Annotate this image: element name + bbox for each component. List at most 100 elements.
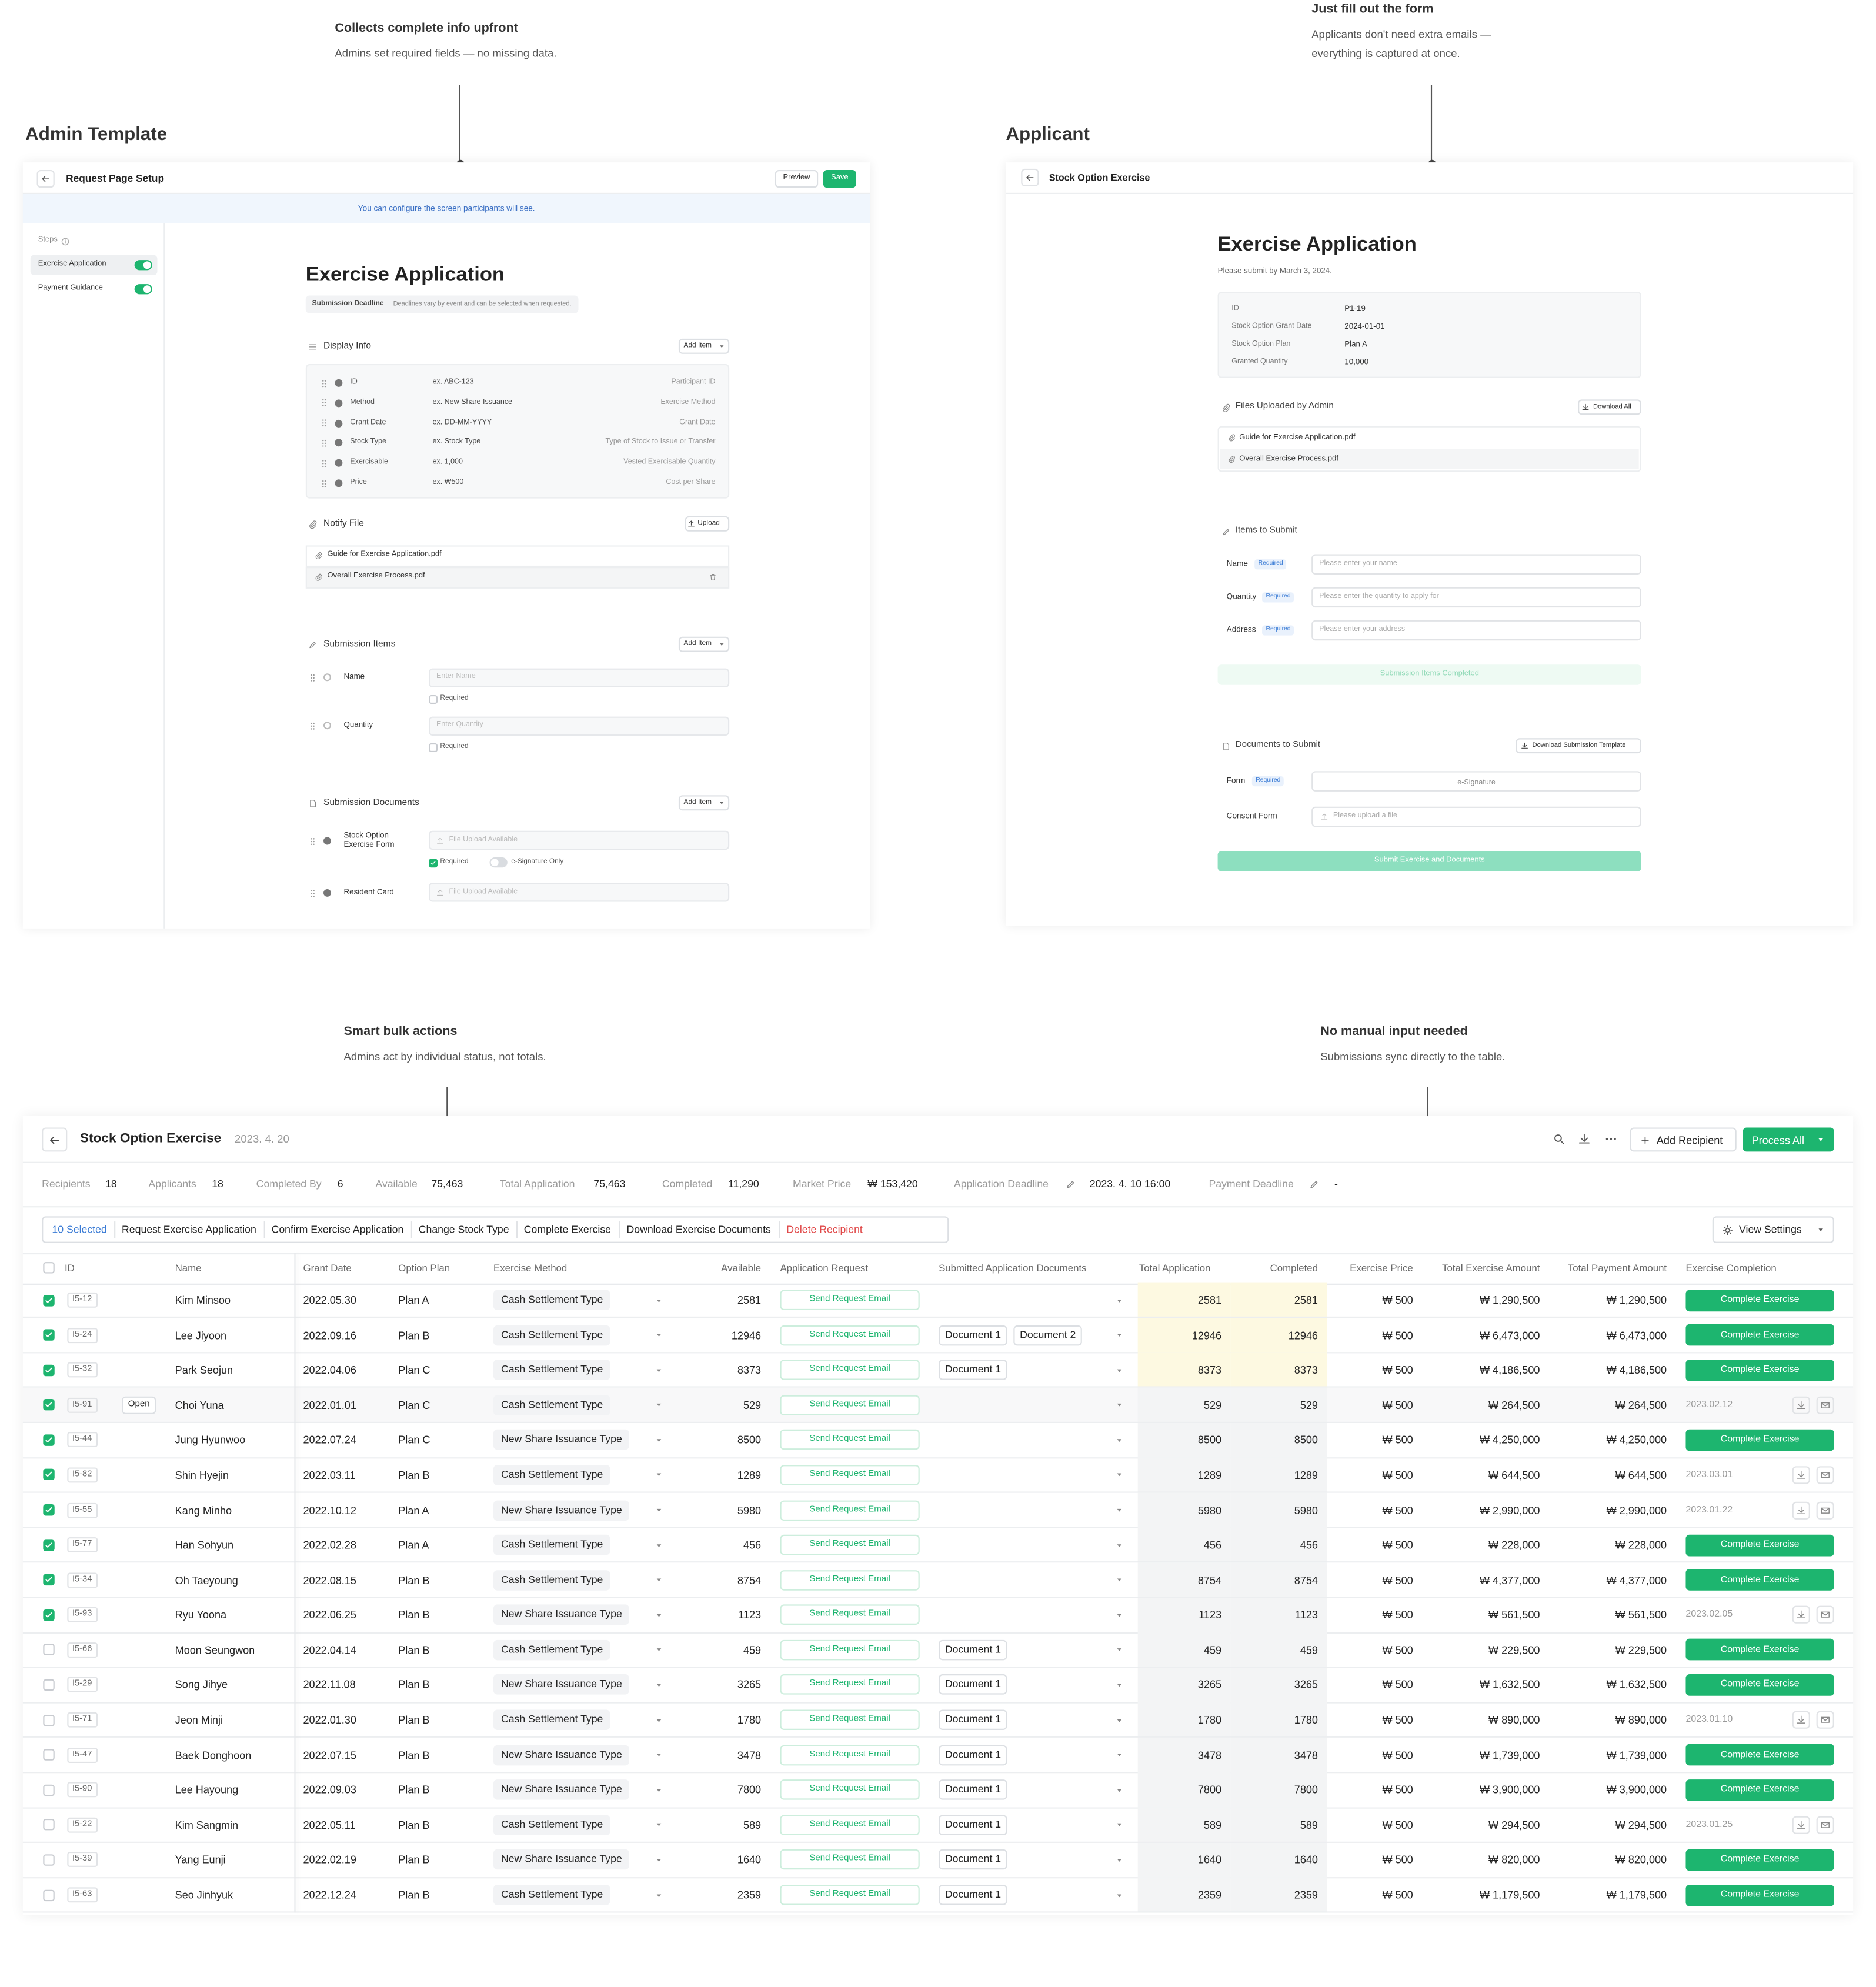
method-select[interactable] [493,1360,610,1381]
document-chip-label[interactable]: Document 1 [944,1854,1002,1865]
document-chip-label[interactable]: Document 1 [944,1644,1002,1655]
complete-exercise-button[interactable] [1685,1429,1834,1451]
complete-exercise-button[interactable] [1685,1639,1834,1661]
document-chip[interactable] [939,1709,1007,1731]
document-chip[interactable] [939,1815,1007,1835]
back-button[interactable] [1021,168,1039,187]
delete-recipient[interactable]: Delete Recipient [786,1223,863,1235]
document-chip-label[interactable]: Document 2 [1020,1328,1076,1341]
send-email-button[interactable] [780,1815,920,1835]
bulk-action[interactable]: Complete Exercise [523,1223,611,1235]
mail-button[interactable] [1816,1711,1834,1729]
complete-exercise-button[interactable] [1685,1674,1834,1696]
download-template-button[interactable] [1516,738,1641,754]
download-button[interactable] [1792,1396,1810,1414]
bulk-action[interactable]: Confirm Exercise Application [271,1223,404,1235]
file-input[interactable] [1311,771,1641,792]
document-chip-label[interactable]: Document 1 [944,1818,1002,1831]
download-button[interactable] [1792,1816,1810,1834]
download-button[interactable] [1792,1466,1810,1484]
checkbox[interactable] [43,1714,55,1726]
method-select[interactable] [493,1639,610,1661]
document-chip[interactable] [939,1885,1007,1905]
method-select[interactable] [493,1325,610,1345]
method-select[interactable] [493,1535,610,1555]
bulk-action[interactable]: Change Stock Type [418,1223,509,1235]
document-chip[interactable] [939,1745,1007,1765]
save-button[interactable] [823,170,856,188]
download-button[interactable] [1792,1501,1810,1519]
send-email-button[interactable] [780,1885,920,1905]
send-email-button[interactable] [780,1290,920,1311]
document-chip[interactable] [939,1639,1007,1661]
complete-exercise-button[interactable] [1685,1289,1834,1311]
checkbox[interactable] [43,1644,55,1656]
checkbox[interactable] [43,1261,55,1273]
send-email-button[interactable] [780,1709,920,1731]
file-input[interactable] [429,883,730,902]
send-email-button[interactable] [780,1430,920,1451]
send-email-button[interactable] [780,1745,920,1765]
input[interactable] [1311,587,1641,608]
complete-exercise-button[interactable] [1685,1569,1834,1591]
add-button[interactable] [685,516,730,532]
download-button[interactable] [1792,1606,1810,1624]
method-select[interactable] [493,1849,629,1871]
method-select[interactable] [493,1569,610,1591]
method-select[interactable] [493,1290,610,1311]
complete-exercise-button[interactable] [1685,1744,1834,1766]
search-icon[interactable] [1553,1133,1565,1146]
mail-button[interactable] [1816,1501,1834,1519]
mail-button[interactable] [1816,1606,1834,1624]
checkbox[interactable] [43,1854,55,1866]
document-chip-label[interactable]: Document 1 [944,1888,1002,1901]
method-select[interactable] [493,1779,629,1801]
file-input[interactable] [1311,806,1641,827]
send-email-button[interactable] [780,1535,920,1555]
mail-button[interactable] [1816,1466,1834,1484]
complete-exercise-button[interactable] [1685,1779,1834,1801]
send-email-button[interactable] [780,1395,920,1415]
send-email-button[interactable] [780,1569,920,1591]
send-email-button[interactable] [780,1675,920,1695]
input[interactable] [1311,620,1641,641]
send-email-button[interactable] [780,1360,920,1381]
method-select[interactable] [493,1395,610,1415]
checkbox[interactable] [43,1749,55,1761]
dots-icon[interactable] [1604,1133,1617,1146]
checkbox[interactable] [43,1819,55,1831]
document-chip[interactable] [939,1360,1007,1381]
checkbox[interactable] [43,1784,55,1796]
send-email-button[interactable] [780,1465,920,1485]
bulk-action[interactable]: Request Exercise Application [122,1223,256,1235]
method-select[interactable] [493,1605,629,1625]
send-email-button[interactable] [780,1325,920,1345]
document-chip-label[interactable]: Document 1 [944,1714,1002,1725]
checkbox[interactable] [429,742,438,752]
document-chip-label[interactable]: Document 1 [944,1784,1002,1795]
complete-exercise-button[interactable] [1685,1534,1834,1556]
send-email-button[interactable] [780,1779,920,1801]
back-button[interactable] [36,170,55,188]
checkbox[interactable] [429,694,438,703]
input[interactable] [429,716,730,736]
document-chip[interactable] [939,1325,1007,1345]
method-select[interactable] [493,1500,629,1521]
selected-count[interactable]: 10 Selected [52,1223,107,1235]
download-icon[interactable] [1578,1133,1591,1146]
complete-exercise-button[interactable] [1685,1884,1834,1906]
open-badge[interactable] [122,1396,156,1414]
method-select[interactable] [493,1815,610,1835]
document-chip-label[interactable]: Document 1 [944,1678,1002,1691]
send-email-button[interactable] [780,1500,920,1521]
checkbox[interactable] [43,1679,55,1691]
pencil-icon[interactable] [1309,1180,1319,1190]
document-chip-label[interactable]: Document 1 [944,1328,1002,1341]
send-email-button[interactable] [780,1849,920,1871]
preview-button[interactable] [775,170,819,188]
method-select[interactable] [493,1885,610,1905]
back-button[interactable] [42,1127,68,1152]
download-all-button[interactable] [1578,399,1641,415]
complete-exercise-button[interactable] [1685,1359,1834,1381]
input[interactable] [429,668,730,688]
